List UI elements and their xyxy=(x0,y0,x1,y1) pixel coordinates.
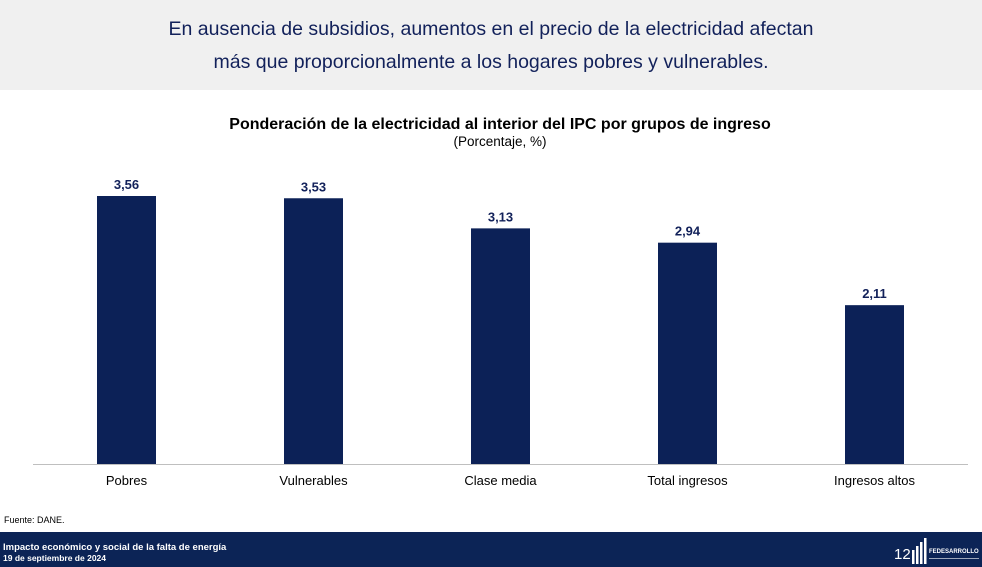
category-label: Ingresos altos xyxy=(834,473,915,488)
footer-presentation-title: Impacto económico y social de la falta d… xyxy=(3,542,227,553)
bar-ingresos-altos xyxy=(845,305,904,464)
category-label: Vulnerables xyxy=(279,473,348,488)
footer-date: 19 de septiembre de 2024 xyxy=(3,553,107,563)
category-label: Clase media xyxy=(464,473,537,488)
bar-vulnerables xyxy=(284,198,343,464)
fedesarrollo-logo-icon xyxy=(912,538,979,564)
source-note: Fuente: DANE. xyxy=(4,515,65,525)
chart-subtitle: (Porcentaje, %) xyxy=(453,134,547,149)
header-line-2: más que proporcionalmente a los hogares … xyxy=(213,51,769,73)
chart-title: Ponderación de la electricidad al interi… xyxy=(229,116,771,133)
data-label: 2,11 xyxy=(862,286,887,301)
category-label: Total ingresos xyxy=(647,473,728,488)
header-line-1: En ausencia de subsidios, aumentos en el… xyxy=(168,18,814,40)
logo-text: FEDESARROLLO xyxy=(929,549,979,555)
bar-clase-media xyxy=(471,228,530,464)
bar-total-ingresos xyxy=(658,242,717,464)
data-label: 2,94 xyxy=(675,224,701,239)
footer-bar: Impacto económico y social de la falta d… xyxy=(0,532,982,567)
page-number: 12 xyxy=(894,546,911,563)
slide-header: En ausencia de subsidios, aumentos en el… xyxy=(0,0,982,90)
data-label: 3,53 xyxy=(301,179,326,194)
category-label: Pobres xyxy=(106,473,148,488)
data-label: 3,56 xyxy=(114,177,139,192)
bar-pobres xyxy=(97,196,156,464)
data-label: 3,13 xyxy=(488,209,513,224)
